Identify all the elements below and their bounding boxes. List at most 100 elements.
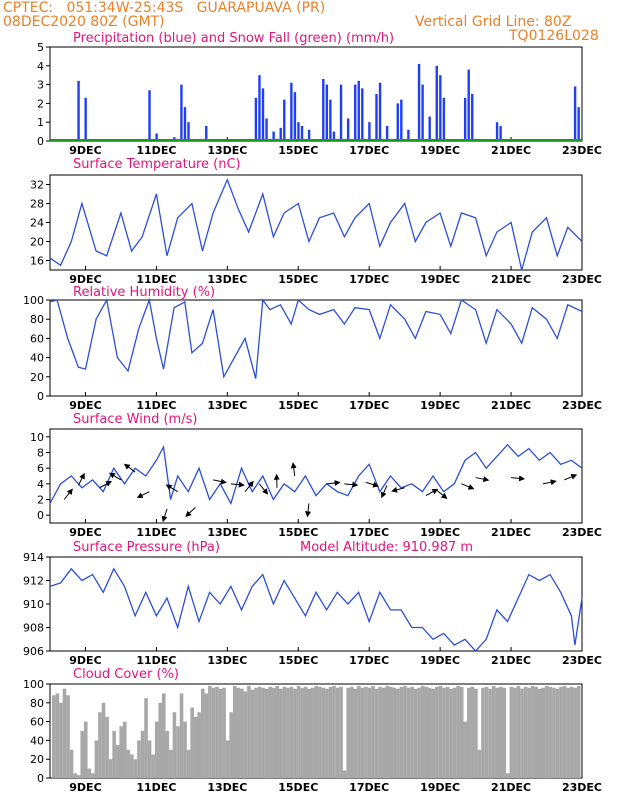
cloud-bar — [101, 702, 106, 778]
cloud-bar — [172, 712, 177, 778]
x-tick-label: 17DEC — [349, 273, 389, 286]
cloud-bar — [215, 686, 219, 778]
precip-bar — [368, 122, 371, 141]
precip-bar — [400, 99, 403, 141]
cloud-bar — [179, 693, 184, 778]
cloud-bar — [403, 685, 407, 778]
cloud-bar — [481, 687, 485, 778]
cloud-bar — [105, 716, 109, 778]
x-tick-label: 21DEC — [491, 273, 531, 286]
y-tick-label: 906 — [23, 645, 44, 658]
cloud-bar — [335, 687, 340, 778]
cloud-bar — [236, 687, 241, 778]
y-tick-label: 3 — [37, 79, 44, 92]
wind-arrow — [305, 503, 311, 518]
cloud-bar — [197, 712, 202, 778]
x-tick-label: 17DEC — [349, 526, 389, 539]
x-tick-label: 23DEC — [562, 399, 602, 412]
panel-title: Cloud Cover (%) — [73, 667, 179, 682]
wind-arrow — [365, 481, 380, 488]
cloud-bar — [243, 691, 248, 778]
precip-bar — [407, 129, 410, 141]
x-tick-label: 11DEC — [136, 399, 176, 412]
cloud-bar — [495, 687, 499, 778]
x-tick-label: 13DEC — [207, 781, 247, 794]
precip-bar — [375, 94, 378, 141]
series-line — [49, 178, 583, 271]
panel-frame — [49, 46, 583, 142]
precip-bar — [329, 99, 332, 141]
cloud-bar — [488, 688, 492, 778]
y-tick-label: 0 — [37, 509, 44, 522]
cloud-bar — [509, 686, 514, 778]
x-tick-label: 13DEC — [207, 654, 247, 667]
y-tick-label: 910 — [23, 598, 44, 611]
cloud-bar — [151, 754, 155, 778]
panel-title: Surface Temperature (nC) — [73, 157, 241, 172]
cloud-bar — [463, 721, 468, 778]
cloud-bar — [275, 685, 280, 778]
cloud-bar — [154, 721, 159, 778]
cloud-bar — [250, 689, 255, 778]
cloud-bar — [534, 686, 538, 778]
cloud-bar — [527, 687, 531, 778]
y-tick-label: 16 — [30, 255, 44, 268]
wind-arrow — [136, 491, 150, 498]
panel-title: Relative Humidity (%) — [73, 285, 215, 300]
header-grid-note: Vertical Grid Line: 80Z — [415, 14, 572, 30]
x-tick-label: 9DEC — [69, 654, 101, 667]
wind-arrow — [564, 474, 578, 481]
precip-bar — [435, 65, 438, 141]
precip-bar — [290, 82, 293, 141]
cloud-bar — [406, 687, 411, 778]
x-tick-label: 21DEC — [491, 144, 531, 157]
precip-bar — [283, 99, 286, 141]
cloud-bar — [431, 688, 436, 778]
cloud-bar — [261, 687, 265, 778]
wind-arrow — [461, 483, 475, 490]
cloud-bar — [321, 687, 326, 778]
cloud-bar — [268, 686, 272, 778]
cloud-bar — [474, 688, 478, 778]
precip-bar — [187, 122, 190, 141]
cloud-bar — [562, 685, 567, 778]
cloud-bar — [360, 687, 365, 778]
x-tick-label: 11DEC — [136, 526, 176, 539]
cloud-bar — [87, 768, 92, 778]
wind-arrow — [425, 488, 439, 497]
cloud-bar — [357, 685, 361, 778]
x-tick-label: 21DEC — [491, 781, 531, 794]
cloud-bar — [410, 686, 414, 778]
precip-bar — [272, 131, 275, 141]
x-tick-label: 15DEC — [278, 144, 318, 157]
precip-bar — [573, 86, 577, 141]
cloud-bar — [183, 721, 187, 778]
cloud-bar — [396, 688, 400, 778]
cloud-bar — [190, 707, 194, 778]
x-tick-label: 19DEC — [420, 144, 460, 157]
cloud-bar — [161, 693, 166, 778]
header-location: CPTEC: 051:34W-25:43S GUARAPUAVA (PR) — [3, 0, 326, 16]
x-tick-label: 11DEC — [136, 144, 176, 157]
wind-arrow — [99, 481, 112, 489]
cloud-bar — [506, 773, 510, 778]
panel-title: Surface Wind (m/s) — [73, 412, 197, 427]
x-tick-label: 9DEC — [69, 144, 101, 157]
y-tick-label: 4 — [37, 60, 44, 73]
x-tick-label: 17DEC — [349, 144, 389, 157]
x-tick-label: 21DEC — [491, 399, 531, 412]
precip-bar — [339, 84, 343, 141]
cloud-bar — [545, 685, 549, 778]
precip-bar — [378, 82, 382, 141]
cloud-bar — [240, 688, 244, 778]
cloud-bar — [417, 687, 421, 778]
y-tick-label: 912 — [23, 575, 44, 588]
precip-bar — [361, 88, 364, 141]
cloud-bar — [392, 687, 397, 778]
x-tick-label: 19DEC — [420, 526, 460, 539]
cloud-bar — [459, 686, 464, 778]
cloud-bar — [225, 740, 230, 778]
y-tick-label: 60 — [30, 332, 44, 345]
cloud-bar — [445, 686, 450, 778]
